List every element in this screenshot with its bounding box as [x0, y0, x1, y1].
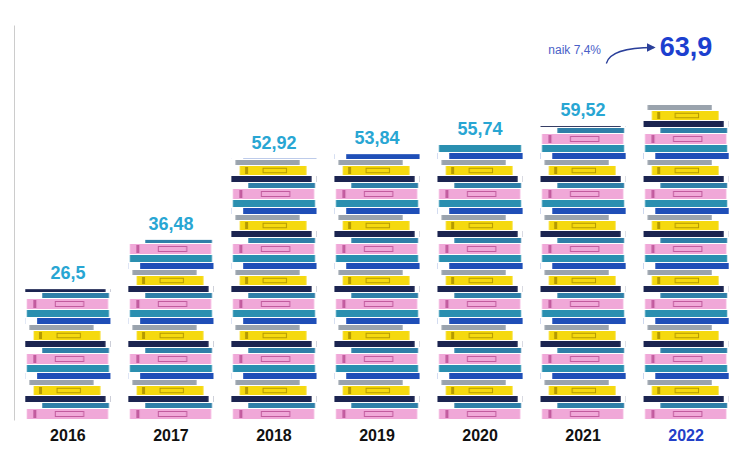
x-axis: 2016 2017 2018 2019 2020 2021 2022 — [50, 420, 704, 444]
data-label: 59,52 — [561, 100, 606, 120]
x-tick-label: 2019 — [359, 427, 395, 444]
x-tick: 2021 — [565, 420, 601, 444]
bar — [540, 126, 626, 420]
bar — [437, 145, 523, 420]
data-label: 53,84 — [354, 128, 399, 148]
data-label: 26,5 — [50, 263, 85, 283]
annotation: naik 7,4% — [548, 43, 601, 57]
x-tick-label: 2016 — [50, 427, 86, 444]
plot-area — [25, 104, 729, 420]
chart-svg: 2016 2017 2018 2019 2020 2021 2022 26,5 36,48 52,… — [0, 0, 742, 453]
data-label: 36,48 — [148, 214, 193, 234]
bar — [128, 240, 214, 420]
x-tick: 2018 — [256, 420, 292, 444]
x-tick: 2019 — [359, 420, 395, 444]
x-tick-label: 2022 — [668, 427, 704, 444]
x-tick: 2016 — [50, 420, 86, 444]
y-axis-line — [14, 26, 15, 421]
x-tick: 2022 — [668, 420, 704, 444]
x-tick: 2017 — [153, 420, 189, 444]
x-tick: 2020 — [462, 420, 498, 444]
bar — [231, 159, 317, 420]
annotation-arrow — [606, 47, 653, 63]
bar — [643, 104, 729, 420]
x-tick-label: 2018 — [256, 427, 292, 444]
data-label: 52,92 — [251, 133, 296, 153]
data-label: 63,9 — [660, 32, 713, 62]
x-tick-label: 2021 — [565, 427, 601, 444]
chart-container: 2016 2017 2018 2019 2020 2021 2022 26,5 36,48 52,… — [0, 0, 742, 453]
y-axis — [14, 26, 15, 421]
bar — [25, 289, 111, 420]
x-tick-label: 2020 — [462, 427, 498, 444]
bar — [334, 154, 420, 420]
x-tick-label: 2017 — [153, 427, 189, 444]
data-label: 55,74 — [458, 119, 503, 139]
